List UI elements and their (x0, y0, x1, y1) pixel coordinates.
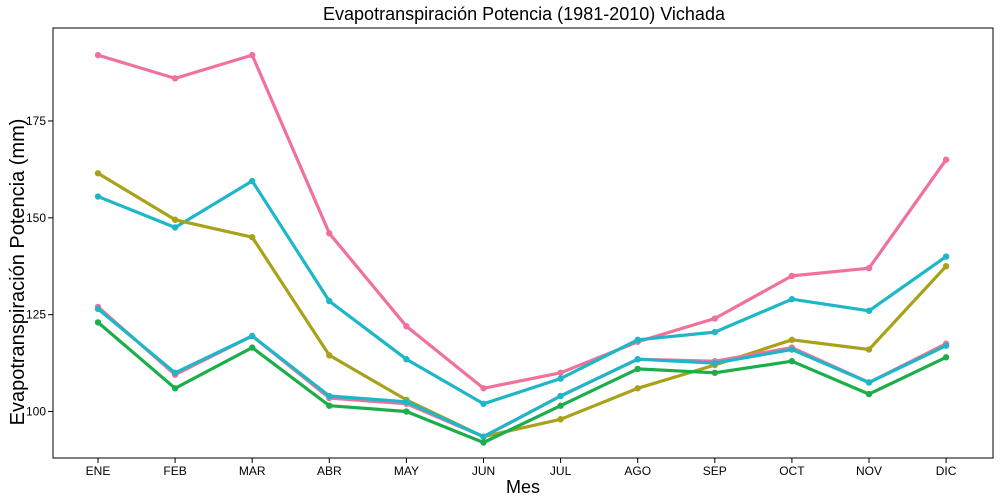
data-point (249, 332, 256, 340)
data-point (557, 392, 564, 400)
data-point (557, 369, 564, 376)
data-point (634, 336, 641, 344)
data-point (788, 295, 796, 303)
data-point (249, 177, 256, 185)
x-tick-label: MAR (239, 464, 266, 478)
data-point (634, 365, 641, 373)
x-tick-label: OCT (779, 464, 805, 478)
series-line (96, 53, 948, 390)
data-point (403, 356, 410, 363)
data-point (480, 439, 487, 446)
series-6 (94, 319, 950, 446)
data-point (788, 346, 796, 353)
data-point (865, 307, 873, 314)
y-tick-label: 125 (26, 308, 46, 322)
data-point (711, 315, 718, 322)
x-tick-label: JUL (550, 464, 572, 478)
series-line (96, 307, 948, 439)
data-point (249, 233, 256, 241)
y-axis-title: Evapotranspiración Potencia (mm) (7, 119, 29, 426)
x-tick-label: ABR (317, 464, 342, 478)
x-tick-label: JUN (472, 464, 495, 478)
data-point (865, 390, 873, 398)
y-tick-label: 100 (26, 405, 46, 419)
data-point (942, 342, 950, 349)
data-point (480, 400, 487, 407)
data-point (171, 216, 179, 223)
x-tick-label: FEB (163, 464, 186, 478)
series-line (96, 171, 948, 439)
y-axis: 100 125 150 175 (26, 114, 53, 419)
x-axis: ENE FEB MAR ABR MAY JUN JUL AGO SEP OCT NOV DIC (86, 458, 957, 478)
x-tick-label: AGO (624, 464, 651, 478)
data-point (480, 433, 487, 440)
data-point (403, 398, 410, 406)
data-point (788, 357, 796, 365)
data-point (403, 408, 410, 415)
data-point (94, 51, 102, 59)
series-layer (94, 51, 950, 446)
data-point (788, 272, 796, 280)
data-point (249, 51, 256, 59)
data-point (942, 156, 950, 163)
data-point (326, 392, 333, 400)
x-tick-label: NOV (856, 464, 882, 478)
data-point (171, 224, 179, 231)
x-tick-label: DIC (936, 464, 957, 478)
x-tick-label: MAY (394, 464, 419, 478)
data-point (94, 305, 102, 313)
y-tick-label: 150 (26, 211, 46, 225)
data-point (942, 354, 950, 361)
data-point (942, 263, 950, 270)
data-point (326, 297, 333, 305)
data-point (249, 344, 256, 351)
data-point (171, 385, 179, 392)
data-point (326, 230, 333, 237)
data-point (557, 375, 564, 382)
data-point (94, 170, 102, 177)
data-point (942, 253, 950, 260)
data-point (865, 264, 873, 272)
data-point (557, 402, 564, 409)
data-point (865, 346, 873, 353)
data-point (480, 385, 487, 392)
x-tick-label: ENE (86, 464, 111, 478)
plot-area (52, 27, 994, 459)
data-point (171, 369, 179, 376)
data-point (94, 319, 102, 326)
data-point (865, 379, 873, 386)
x-axis-title: Mes (506, 477, 540, 497)
data-point (634, 356, 641, 363)
data-point (557, 416, 564, 423)
data-point (711, 369, 718, 376)
series-2 (94, 177, 950, 407)
y-tick-label: 175 (26, 114, 46, 128)
series-line (96, 320, 948, 445)
data-point (634, 385, 641, 392)
data-point (326, 352, 333, 359)
x-tick-label: SEP (703, 464, 727, 478)
series-line (96, 179, 948, 406)
data-point (711, 328, 718, 336)
data-point (711, 359, 718, 367)
data-point (788, 336, 796, 344)
chart-title: Evapotranspiración Potencia (1981-2010) … (323, 4, 726, 24)
series-5 (94, 305, 950, 440)
data-point (403, 323, 410, 330)
data-point (171, 75, 179, 82)
data-point (326, 402, 333, 409)
data-point (94, 193, 102, 200)
